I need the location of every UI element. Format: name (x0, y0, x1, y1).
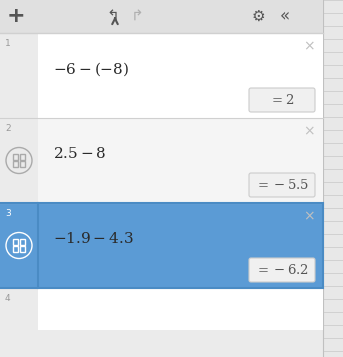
Text: +: + (7, 6, 25, 26)
Bar (20, 239, 25, 245)
Text: $= 2$: $= 2$ (269, 93, 295, 107)
Bar (20, 154, 25, 160)
Text: «: « (280, 7, 290, 25)
Text: 2: 2 (5, 124, 11, 133)
Bar (38, 288, 323, 330)
Text: 4: 4 (5, 294, 11, 303)
Text: ×: × (303, 124, 315, 138)
Bar (38, 203, 323, 288)
Bar (38, 33, 323, 118)
Bar (20, 246, 25, 252)
Text: $-6 - (-8)$: $-6 - (-8)$ (53, 60, 129, 77)
FancyBboxPatch shape (249, 258, 315, 282)
Text: $= -6.2$: $= -6.2$ (255, 263, 309, 277)
Bar (13, 246, 18, 252)
Text: ×: × (303, 209, 315, 223)
Text: ⚙: ⚙ (251, 9, 265, 24)
Text: 3: 3 (5, 209, 11, 218)
Text: ×: × (303, 39, 315, 53)
Text: ↱: ↱ (131, 9, 143, 24)
Text: ↰: ↰ (107, 9, 119, 24)
Bar (13, 161, 18, 167)
Bar (0, 33, 38, 118)
Bar (0, 118, 38, 203)
Text: 1: 1 (5, 39, 11, 48)
Bar (323, 0, 343, 357)
Bar (38, 203, 323, 288)
Bar (0, 288, 38, 330)
FancyBboxPatch shape (249, 173, 315, 197)
Bar (13, 239, 18, 245)
Text: $2.5 - 8$: $2.5 - 8$ (53, 146, 106, 161)
Bar (0, 203, 38, 288)
Bar (0, 0, 323, 33)
Text: $-1.9 - 4.3$: $-1.9 - 4.3$ (53, 231, 134, 246)
Bar (20, 161, 25, 167)
FancyBboxPatch shape (249, 88, 315, 112)
Bar (38, 118, 323, 203)
Text: $= -5.5$: $= -5.5$ (255, 178, 309, 192)
Bar (13, 154, 18, 160)
